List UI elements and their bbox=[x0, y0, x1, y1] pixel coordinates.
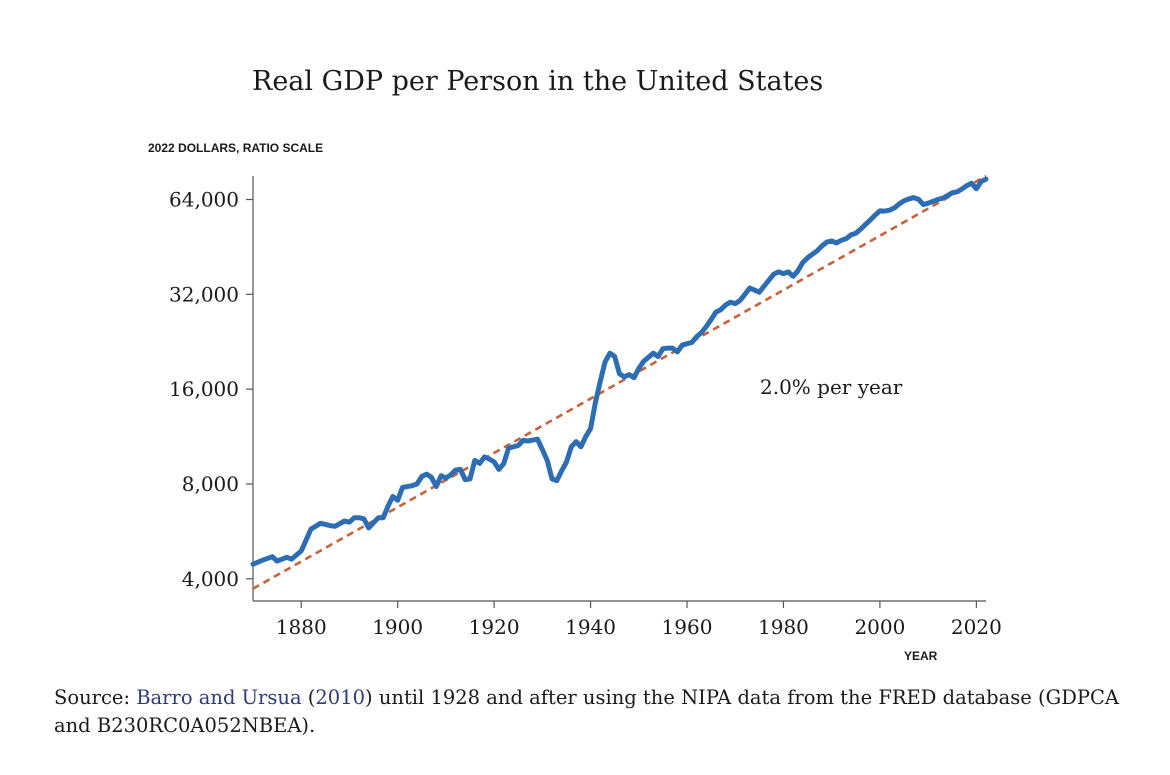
x-tick-label: 2020 bbox=[951, 615, 1002, 639]
x-tick: 1980 bbox=[758, 601, 809, 639]
chart-title: Real GDP per Person in the United States bbox=[252, 66, 824, 97]
y-tick-label: 64,000 bbox=[169, 188, 239, 212]
y-tick-label: 32,000 bbox=[169, 282, 239, 306]
x-axis-label: YEAR bbox=[904, 649, 938, 663]
x-tick-label: 2000 bbox=[854, 615, 905, 639]
x-tick-label: 1900 bbox=[372, 615, 423, 639]
y-tick-label: 16,000 bbox=[169, 377, 239, 401]
growth-rate-annotation: 2.0% per year bbox=[760, 375, 903, 399]
x-tick: 2000 bbox=[854, 601, 905, 639]
gdp-series-line bbox=[250, 176, 989, 567]
y-tick: 64,000 bbox=[169, 188, 253, 212]
x-tick: 1900 bbox=[372, 601, 423, 639]
x-tick-label: 1940 bbox=[565, 615, 616, 639]
y-tick: 4,000 bbox=[182, 567, 253, 591]
ticks: 4,000 8,000 16,000 32,000 64,000 1880 1900 1920… bbox=[169, 188, 1002, 639]
y-axis-label: 2022 DOLLARS, RATIO SCALE bbox=[148, 141, 324, 155]
source-note: Source: Barro and Ursua (2010) until 192… bbox=[54, 684, 1134, 740]
x-tick-label: 1960 bbox=[662, 615, 713, 639]
source-suffix: until 1928 and after using the NIPA data… bbox=[54, 686, 1119, 737]
x-tick-label: 1920 bbox=[469, 615, 520, 639]
source-ref-authors[interactable]: Barro and Ursua bbox=[136, 686, 302, 709]
y-tick-label: 8,000 bbox=[182, 472, 239, 496]
source-ref-year[interactable]: 2010 bbox=[315, 686, 366, 709]
axes bbox=[252, 176, 986, 602]
y-tick: 32,000 bbox=[169, 282, 253, 306]
trend-line bbox=[252, 174, 987, 590]
x-tick: 1960 bbox=[662, 601, 713, 639]
y-tick-label: 4,000 bbox=[182, 567, 239, 591]
x-tick: 1880 bbox=[276, 601, 327, 639]
x-tick-label: 1880 bbox=[276, 615, 327, 639]
x-tick: 2020 bbox=[951, 601, 1002, 639]
source-prefix: Source: bbox=[54, 686, 137, 709]
series-lines bbox=[250, 174, 989, 590]
y-tick: 8,000 bbox=[182, 472, 253, 496]
x-tick: 1920 bbox=[469, 601, 520, 639]
source-ref-open: ( bbox=[301, 686, 316, 709]
source-ref-close: ) bbox=[365, 686, 373, 709]
y-tick: 16,000 bbox=[169, 377, 253, 401]
x-tick-label: 1980 bbox=[758, 615, 809, 639]
x-tick: 1940 bbox=[565, 601, 616, 639]
